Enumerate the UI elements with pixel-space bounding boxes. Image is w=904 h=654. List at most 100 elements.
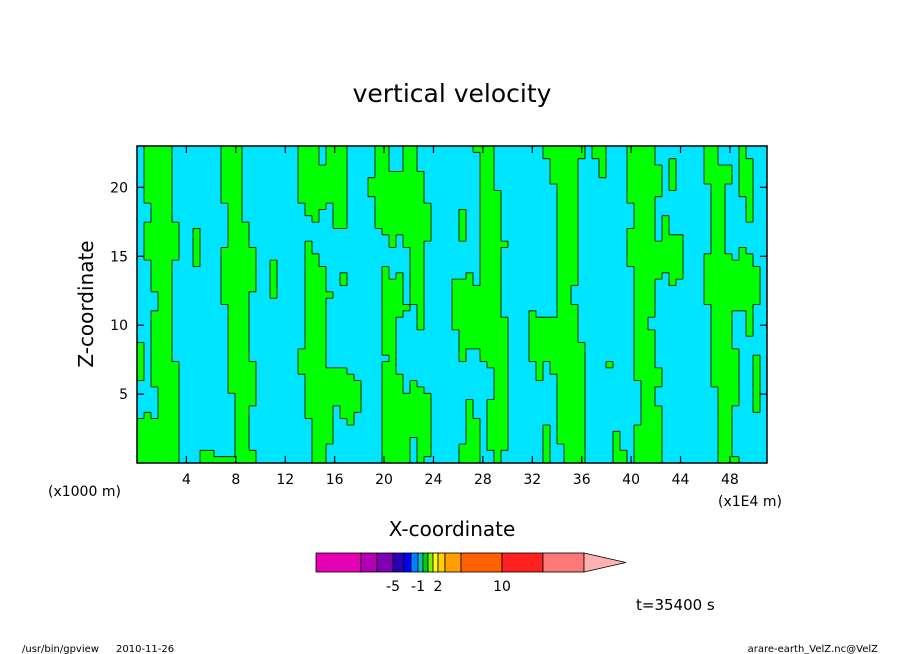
- positive-cell: [242, 241, 250, 249]
- positive-cell: [627, 234, 635, 242]
- positive-cell: [494, 443, 502, 451]
- positive-cell: [242, 386, 250, 394]
- positive-cell: [424, 209, 432, 217]
- positive-cell: [382, 209, 390, 217]
- positive-cell: [319, 190, 327, 198]
- positive-cell: [158, 171, 166, 179]
- positive-cell: [543, 342, 551, 350]
- positive-cell: [655, 405, 663, 413]
- positive-cell: [487, 323, 495, 331]
- x-tick-label: 8: [231, 472, 240, 488]
- positive-cell: [711, 222, 719, 230]
- positive-cell: [578, 355, 586, 363]
- positive-cell: [564, 443, 572, 451]
- positive-cell: [151, 285, 159, 293]
- positive-cell: [655, 456, 663, 463]
- positive-cell: [319, 196, 327, 204]
- positive-cell: [571, 317, 579, 325]
- positive-cell: [711, 336, 719, 344]
- positive-cell: [564, 152, 572, 160]
- positive-cell: [655, 272, 663, 280]
- positive-cell: [158, 336, 166, 344]
- positive-cell: [326, 146, 334, 153]
- positive-cell: [480, 304, 488, 312]
- positive-cell: [557, 298, 565, 306]
- positive-cell: [172, 380, 180, 388]
- positive-cell: [165, 329, 173, 337]
- positive-cell: [228, 260, 236, 268]
- positive-cell: [725, 393, 733, 401]
- positive-cell: [746, 260, 754, 268]
- positive-cell: [221, 291, 229, 299]
- positive-cell: [172, 450, 180, 458]
- positive-cell: [396, 380, 404, 388]
- positive-cell: [319, 171, 327, 179]
- positive-cell: [403, 456, 411, 463]
- positive-cell: [410, 203, 418, 210]
- positive-cell: [228, 266, 236, 274]
- positive-cell: [396, 405, 404, 413]
- colorbar-label: 2: [434, 579, 443, 595]
- positive-cell: [221, 266, 229, 274]
- positive-cell: [459, 279, 467, 287]
- positive-cell: [354, 405, 362, 413]
- positive-cell: [718, 234, 726, 242]
- positive-cell: [466, 431, 474, 439]
- positive-cell: [242, 431, 250, 439]
- positive-cell: [382, 152, 390, 160]
- positive-cell: [382, 146, 390, 153]
- positive-cell: [718, 393, 726, 401]
- positive-cell: [501, 418, 509, 426]
- positive-cell: [312, 367, 320, 375]
- positive-cell: [529, 348, 537, 356]
- positive-cell: [655, 190, 663, 198]
- positive-cell: [648, 329, 656, 337]
- positive-cell: [228, 190, 236, 198]
- positive-cell: [249, 386, 257, 394]
- positive-cell: [725, 405, 733, 413]
- colorbar-label: -5: [386, 579, 400, 595]
- positive-cell: [312, 184, 320, 191]
- positive-cell: [242, 317, 250, 325]
- positive-cell: [417, 450, 425, 458]
- positive-cell: [389, 431, 397, 439]
- positive-cell: [326, 386, 334, 394]
- positive-cell: [151, 361, 159, 369]
- positive-cell: [564, 291, 572, 299]
- positive-cell: [571, 323, 579, 331]
- positive-cell: [389, 298, 397, 306]
- positive-cell: [564, 222, 572, 230]
- positive-cell: [704, 152, 712, 160]
- colorbar-labels: -5 -1 2 10: [386, 579, 511, 595]
- positive-cell: [305, 272, 313, 280]
- positive-cell: [410, 241, 418, 249]
- positive-cell: [228, 329, 236, 337]
- positive-cell: [158, 241, 166, 249]
- positive-cell: [221, 171, 229, 179]
- positive-cell: [165, 450, 173, 458]
- footer-date: 2010-11-26: [116, 644, 174, 654]
- positive-cell: [375, 158, 383, 166]
- positive-cell: [235, 165, 243, 172]
- positive-cell: [466, 279, 474, 287]
- positive-cell: [466, 285, 474, 293]
- positive-cell: [333, 399, 341, 407]
- positive-cell: [389, 304, 397, 312]
- positive-cell: [641, 152, 649, 160]
- positive-cell: [165, 279, 173, 287]
- positive-cell: [410, 272, 418, 280]
- positive-cell: [193, 247, 201, 255]
- positive-cell: [417, 266, 425, 274]
- positive-cell: [718, 247, 726, 255]
- positive-cell: [235, 171, 243, 179]
- positive-cell: [228, 386, 236, 394]
- positive-cell: [347, 399, 355, 407]
- positive-cell: [571, 247, 579, 255]
- positive-cell: [382, 222, 390, 230]
- positive-cell: [305, 367, 313, 375]
- positive-cell: [312, 253, 320, 261]
- positive-cell: [746, 272, 754, 280]
- positive-cell: [704, 291, 712, 299]
- positive-cell: [235, 405, 243, 413]
